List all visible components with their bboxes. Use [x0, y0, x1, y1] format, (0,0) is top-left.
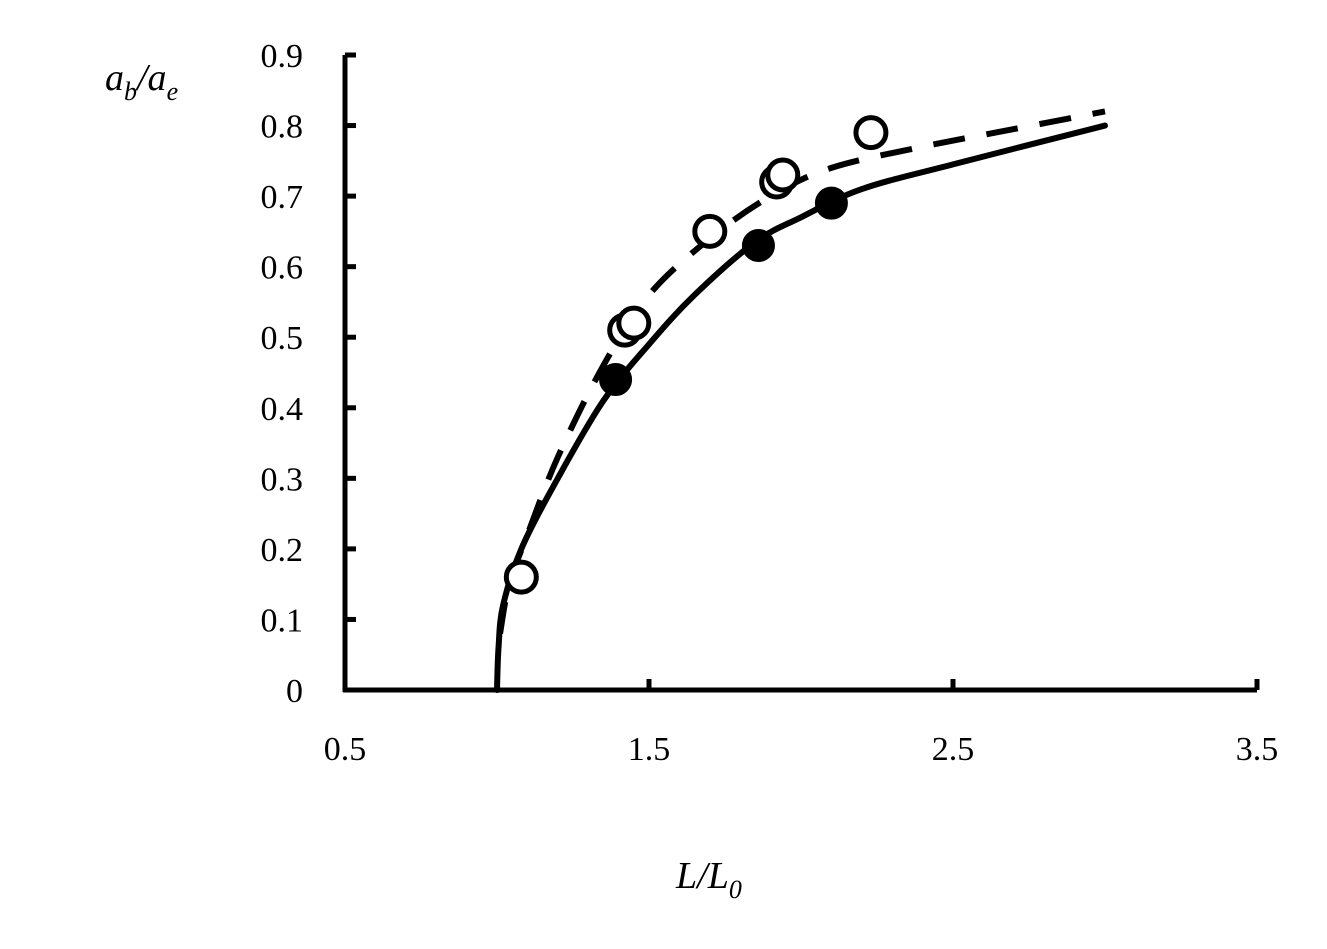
tick-labels: 0 0.1 0.2 0.3 0.4 0.5 0.6 0.7 0.8 0.9 0.5 1.5 2.5 3.5 [261, 38, 1279, 768]
y-tick-label: 0.5 [261, 320, 304, 357]
y-axis-label: ab/ae [105, 57, 178, 106]
open-circle-marker [692, 213, 728, 249]
open-circle-marker [853, 115, 889, 151]
x-axis-label: L/L0 [675, 855, 742, 904]
y-tick-label: 0 [286, 673, 303, 710]
open-circle-marker [765, 157, 801, 193]
filled-circle-marker [599, 363, 633, 397]
x-tick-label: 3.5 [1236, 731, 1279, 768]
open-circle-marker [616, 305, 652, 341]
y-tick-label: 0.4 [261, 391, 304, 428]
filled-circle-marker [814, 186, 848, 220]
solid-curve [494, 122, 1108, 693]
filled-circle-marker [741, 229, 775, 262]
axes [342, 52, 1260, 693]
dashed-curve [497, 108, 1106, 635]
y-tick-label: 0.9 [261, 38, 304, 75]
x-tick-label: 1.5 [628, 731, 671, 768]
open-circle-marker [503, 559, 539, 595]
x-tick-label: 0.5 [324, 731, 367, 768]
y-tick-label: 0.1 [261, 602, 304, 639]
y-tick-label: 0.7 [261, 179, 304, 216]
y-tick-label: 0.2 [261, 532, 304, 569]
marker-layer [503, 115, 889, 595]
y-tick-label: 0.8 [261, 109, 304, 146]
y-tick-label: 0.3 [261, 461, 304, 498]
x-tick-label: 2.5 [932, 731, 975, 768]
curve-layer [494, 108, 1108, 693]
y-tick-label: 0.6 [261, 250, 304, 287]
